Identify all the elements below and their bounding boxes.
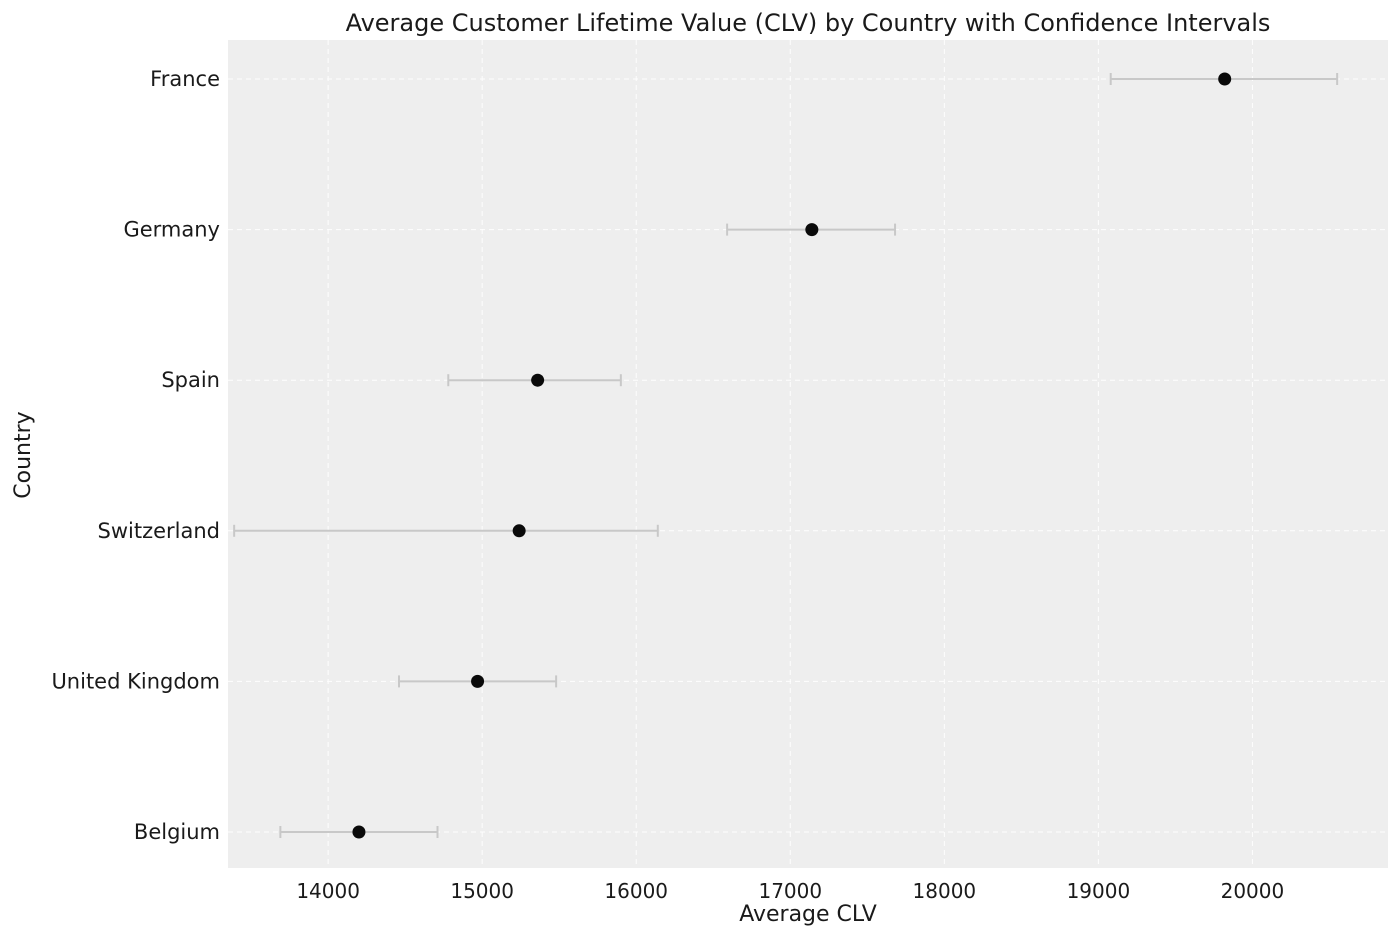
y-axis-label: Country (11, 411, 36, 498)
plot-area (228, 40, 1388, 868)
data-point (531, 373, 545, 387)
x-tick-labels: 14000 15000 16000 17000 18000 19000 20000 (296, 879, 1284, 903)
y-tick-label: Belgium (134, 820, 220, 844)
y-tick-labels: France Germany Spain Switzerland United King… (51, 67, 220, 844)
data-points (352, 72, 1232, 839)
y-tick-label: Switzerland (98, 519, 221, 543)
y-tick-label: France (150, 67, 220, 91)
data-point (512, 524, 526, 538)
y-tick-label: United Kingdom (51, 669, 220, 693)
x-tick-label: 14000 (296, 879, 360, 903)
x-tick-label: 17000 (758, 879, 822, 903)
y-tick-label: Germany (123, 218, 220, 242)
x-axis-label: Average CLV (739, 902, 877, 927)
error-bar (233, 524, 659, 537)
data-point (1218, 72, 1232, 86)
chart-title: Average Customer Lifetime Value (CLV) by… (346, 9, 1271, 37)
y-tick-label: Spain (161, 368, 220, 392)
x-tick-label: 15000 (450, 879, 514, 903)
data-point (352, 825, 366, 839)
x-tick-label: 18000 (913, 879, 977, 903)
x-tick-label: 20000 (1221, 879, 1285, 903)
data-point (805, 223, 819, 237)
x-tick-label: 16000 (604, 879, 668, 903)
data-point (471, 674, 485, 688)
x-tick-label: 19000 (1067, 879, 1131, 903)
